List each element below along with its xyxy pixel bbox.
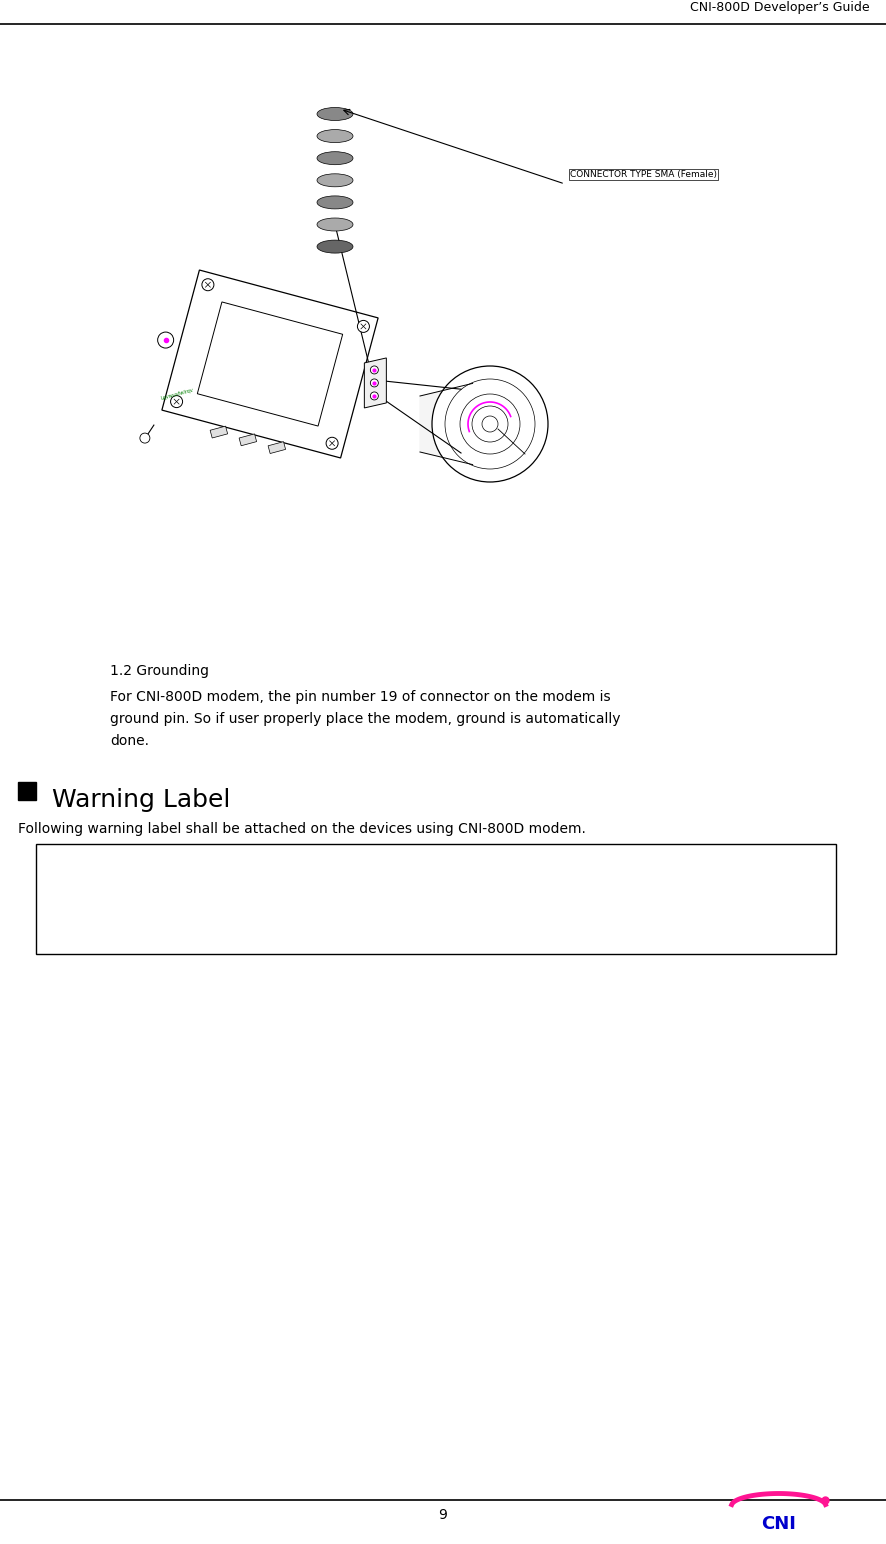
Text: Warning Label: Warning Label <box>52 787 230 812</box>
Text: radiating antenna and the body of the user or nearby persons: radiating antenna and the body of the us… <box>96 908 527 922</box>
Polygon shape <box>364 358 386 408</box>
Bar <box>268 442 285 454</box>
Text: Lqvwuxfwlrqv: Lqvwuxfwlrqv <box>160 388 195 401</box>
Bar <box>210 426 228 438</box>
Circle shape <box>140 432 150 443</box>
Text: 1.2 Grounding: 1.2 Grounding <box>110 664 209 678</box>
Ellipse shape <box>317 241 353 253</box>
Ellipse shape <box>317 196 353 208</box>
Circle shape <box>432 366 548 482</box>
Text: in order to meet the FCC RF exposure guidelines.: in order to meet the FCC RF exposure gui… <box>96 931 438 945</box>
Circle shape <box>357 321 369 332</box>
Text: ground pin. So if user properly place the modem, ground is automatically: ground pin. So if user properly place th… <box>110 712 620 726</box>
Text: Following warning label shall be attached on the devices using CNI-800D modem.: Following warning label shall be attache… <box>18 821 586 835</box>
Text: CNI: CNI <box>761 1515 796 1533</box>
Ellipse shape <box>317 130 353 142</box>
Text: While this device is in operation, a separation distance of: While this device is in operation, a sep… <box>96 862 495 875</box>
Bar <box>18 781 36 800</box>
Circle shape <box>370 378 378 388</box>
Text: CNI-800D Developer’s Guide: CNI-800D Developer’s Guide <box>690 2 870 14</box>
Text: done.: done. <box>110 733 149 747</box>
Ellipse shape <box>317 174 353 187</box>
FancyBboxPatch shape <box>36 845 836 954</box>
Circle shape <box>326 437 338 449</box>
Ellipse shape <box>317 108 353 120</box>
Circle shape <box>171 395 183 408</box>
Polygon shape <box>420 383 472 465</box>
Circle shape <box>202 279 214 290</box>
Circle shape <box>158 332 174 347</box>
Text: For CNI-800D modem, the pin number 19 of connector on the modem is: For CNI-800D modem, the pin number 19 of… <box>110 690 610 704</box>
Circle shape <box>370 392 378 400</box>
Circle shape <box>370 366 378 374</box>
Text: 9: 9 <box>439 1508 447 1522</box>
Text: CONNECTOR TYPE SMA (Female): CONNECTOR TYPE SMA (Female) <box>570 170 717 179</box>
Bar <box>239 434 257 446</box>
Ellipse shape <box>317 218 353 232</box>
Polygon shape <box>162 270 378 459</box>
Text: at  least  20  centimeters  (7.87  inches)  is  maintained  between: at least 20 centimeters (7.87 inches) is… <box>96 885 550 899</box>
Polygon shape <box>198 303 343 426</box>
Ellipse shape <box>317 151 353 165</box>
